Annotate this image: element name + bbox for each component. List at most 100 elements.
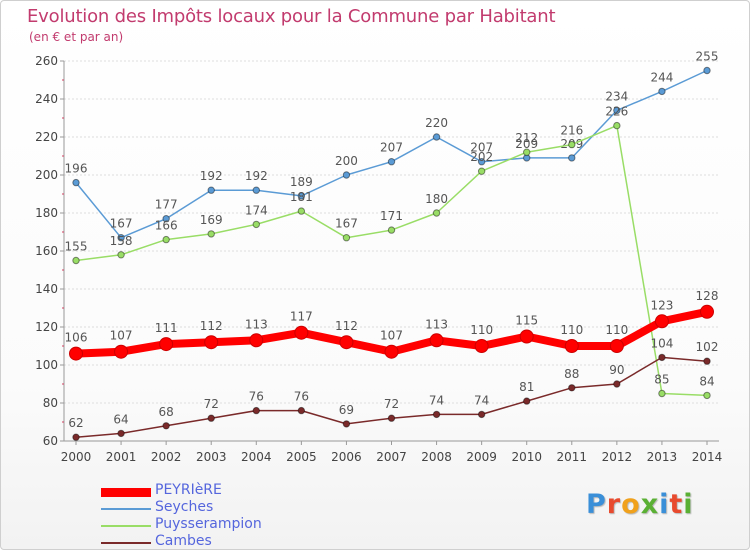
point-seyches-2009	[477, 158, 486, 166]
y-tick-label-140: 140	[35, 282, 58, 296]
data-label-cambes-2004: 76	[249, 390, 264, 404]
x-tick-label-2007: 2007	[376, 450, 407, 464]
chart-title: Evolution des Impôts locaux pour la Comm…	[27, 6, 556, 27]
point-peyri-re-2013	[654, 314, 669, 329]
y-tick-label-80: 80	[43, 396, 58, 410]
data-label-peyri-re-2003: 112	[200, 319, 223, 333]
logo-letter: i	[683, 489, 694, 520]
data-label-peyri-re-2010: 115	[515, 314, 538, 328]
y-tick-label-160: 160	[35, 244, 58, 258]
x-tick-label-2009: 2009	[466, 450, 497, 464]
data-label-seyches-2014: 255	[696, 50, 719, 64]
point-seyches-2004	[252, 186, 260, 194]
point-peyri-re-2008	[429, 333, 444, 348]
point-cambes-2000	[72, 433, 80, 441]
data-label-cambes-2001: 64	[113, 412, 128, 426]
point-puysserampion-2011	[568, 140, 576, 149]
chart-subtitle: (en € et par an)	[29, 30, 124, 44]
legend-label-peyri-re: PEYRIèRE	[155, 482, 222, 498]
point-seyches-2001	[117, 234, 125, 242]
point-cambes-2010	[523, 397, 531, 405]
point-puysserampion-2007	[387, 226, 396, 234]
point-puysserampion-2006	[342, 234, 351, 242]
legend-swatch-seyches	[101, 508, 151, 510]
point-cambes-2014	[703, 357, 711, 365]
data-label-cambes-2006: 69	[339, 403, 354, 417]
legend-item-puysserampion: Puysserampion	[101, 516, 361, 534]
logo-letter: o	[621, 489, 641, 520]
point-puysserampion-2000	[72, 256, 80, 265]
legend-swatch-cambes	[101, 542, 151, 544]
logo-letter: P	[586, 489, 607, 520]
logo-letter: t	[669, 489, 684, 520]
data-label-seyches-2009: 207	[470, 141, 493, 155]
logo-letter: x	[640, 489, 660, 520]
data-label-peyri-re-2009: 110	[470, 323, 493, 337]
data-label-puysserampion-2011: 216	[560, 124, 583, 138]
data-label-puysserampion-2009: 202	[470, 150, 493, 164]
data-label-puysserampion-2000: 155	[65, 240, 88, 254]
data-label-cambes-2012: 90	[609, 363, 624, 377]
point-cambes-2008	[432, 410, 441, 419]
data-label-peyri-re-2014: 128	[696, 289, 719, 303]
point-peyri-re-2001	[114, 344, 129, 359]
point-seyches-2007	[387, 158, 396, 166]
legend-label-seyches: Seyches	[155, 499, 214, 515]
data-label-puysserampion-2013: 85	[654, 373, 669, 387]
data-label-peyri-re-2013: 123	[650, 298, 673, 312]
point-cambes-2004	[252, 406, 260, 415]
point-seyches-2014	[703, 66, 711, 75]
point-puysserampion-2013	[658, 389, 666, 398]
point-cambes-2006	[342, 420, 351, 428]
logo-letter: i	[659, 489, 670, 520]
legend-item-seyches: Seyches	[101, 499, 361, 517]
point-puysserampion-2009	[477, 167, 486, 175]
point-cambes-2012	[613, 380, 621, 388]
point-seyches-2005	[297, 192, 306, 200]
y-tick-label-60: 60	[43, 434, 58, 448]
data-label-puysserampion-2003: 169	[200, 213, 223, 227]
point-peyri-re-2014	[700, 304, 714, 319]
data-label-puysserampion-2002: 166	[155, 219, 178, 233]
x-tick-label-2004: 2004	[241, 450, 272, 464]
data-label-seyches-2008: 220	[425, 116, 448, 130]
point-peyri-re-2010	[519, 329, 534, 344]
data-label-puysserampion-2008: 180	[425, 192, 448, 206]
point-puysserampion-2010	[523, 148, 531, 156]
y-tick-label-260: 260	[35, 54, 58, 68]
point-seyches-2012	[613, 106, 621, 115]
point-peyri-re-2002	[159, 337, 174, 352]
legend-swatch-puysserampion	[101, 525, 151, 527]
point-puysserampion-2005	[297, 207, 306, 215]
data-label-seyches-2007: 207	[380, 141, 403, 155]
point-peyri-re-2004	[249, 333, 264, 348]
legend-swatch-peyri-re	[101, 487, 151, 497]
point-cambes-2005	[297, 406, 306, 415]
legend-label-cambes: Cambes	[155, 533, 212, 549]
legend-item-peyri-re: PEYRIèRE	[101, 482, 361, 500]
data-label-seyches-2003: 192	[200, 169, 223, 183]
point-cambes-2007	[387, 414, 396, 422]
data-label-seyches-2001: 167	[110, 217, 133, 231]
data-label-puysserampion-2001: 158	[110, 234, 133, 248]
point-cambes-2011	[568, 384, 576, 392]
point-puysserampion-2004	[252, 220, 260, 229]
point-peyri-re-2005	[294, 325, 309, 340]
point-cambes-2013	[658, 353, 666, 362]
point-seyches-2000	[72, 178, 80, 187]
x-tick-label-2014: 2014	[692, 450, 723, 464]
x-tick-label-2010: 2010	[511, 450, 542, 464]
x-tick-label-2001: 2001	[106, 450, 137, 464]
data-label-seyches-2012: 234	[605, 89, 628, 103]
point-peyri-re-2000	[69, 346, 83, 361]
data-label-cambes-2003: 72	[204, 397, 219, 411]
data-label-peyri-re-2001: 107	[110, 329, 133, 343]
x-tick-label-2012: 2012	[602, 450, 633, 464]
point-puysserampion-2003	[207, 230, 215, 238]
point-cambes-2009	[477, 410, 486, 419]
point-peyri-re-2006	[339, 335, 354, 350]
point-seyches-2013	[658, 87, 666, 96]
data-label-peyri-re-2000: 106	[65, 331, 88, 345]
